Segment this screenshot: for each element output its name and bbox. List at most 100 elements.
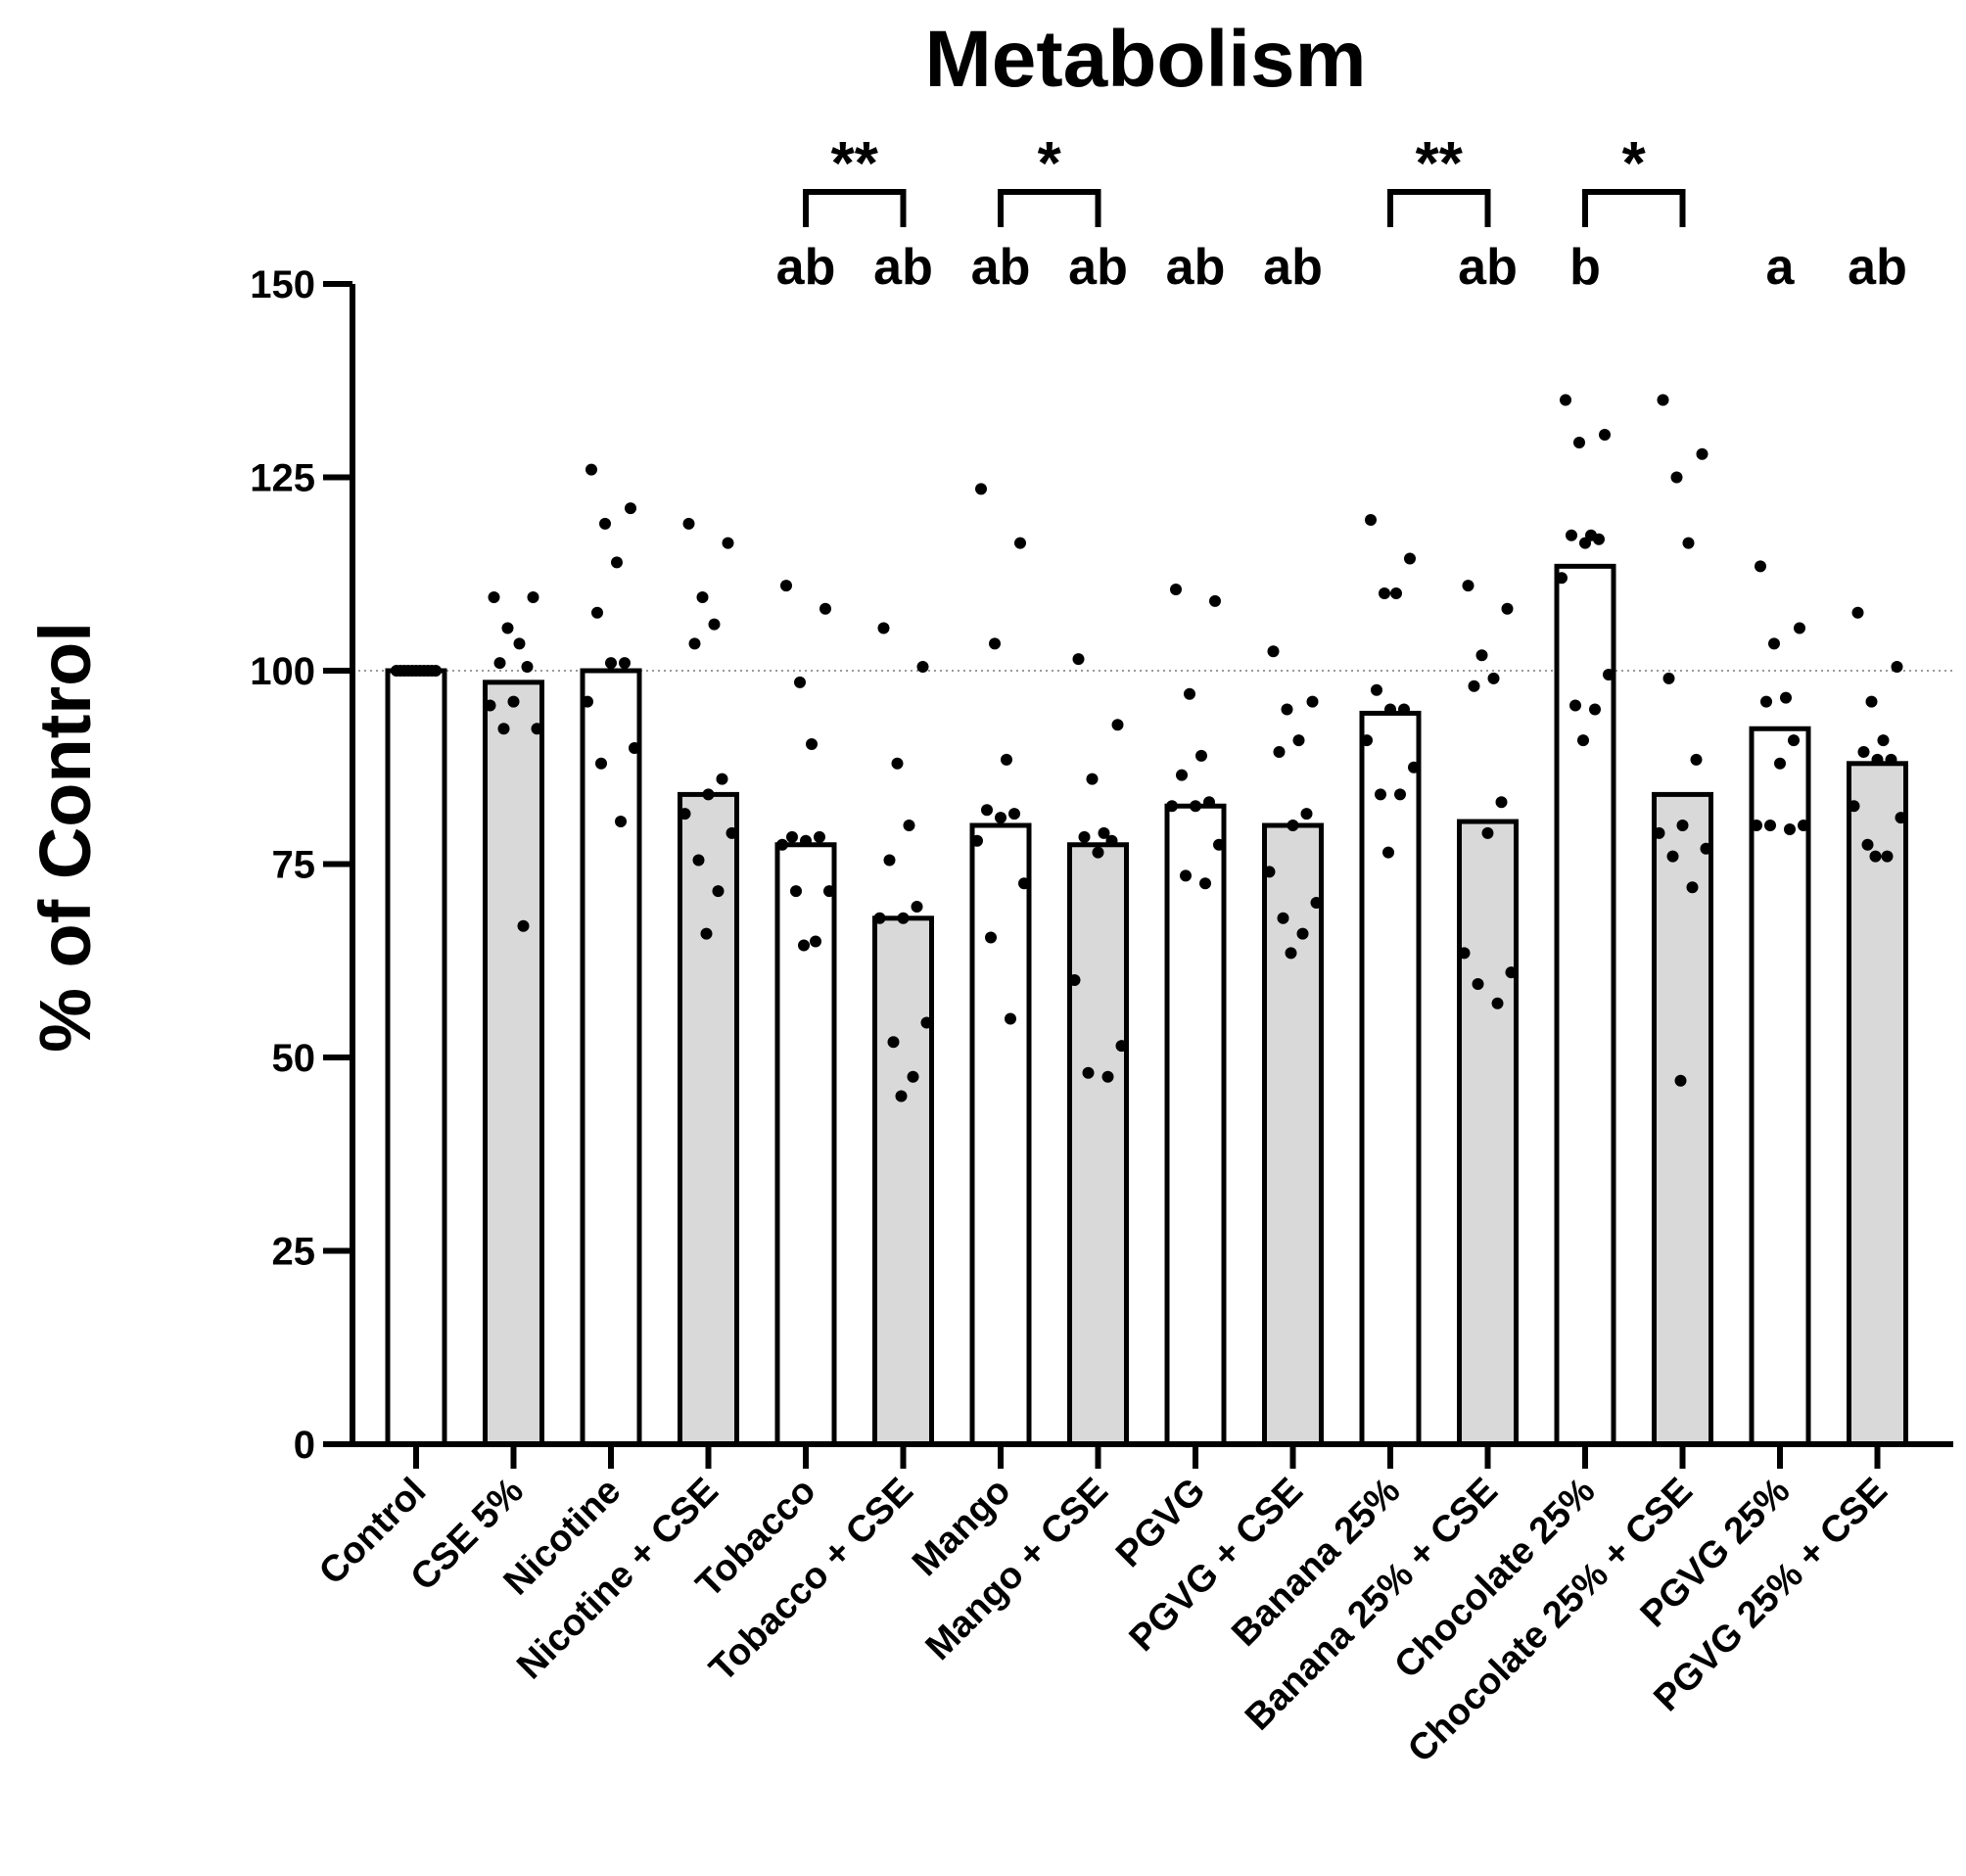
data-point bbox=[1082, 1066, 1095, 1079]
bar-4 bbox=[678, 791, 739, 1447]
data-point bbox=[1603, 668, 1615, 680]
y-tick-label: 100 bbox=[250, 650, 315, 693]
data-point bbox=[688, 637, 701, 650]
data-point bbox=[605, 657, 617, 670]
data-point bbox=[1101, 1070, 1114, 1083]
data-point bbox=[1092, 846, 1104, 859]
data-point bbox=[1891, 661, 1903, 674]
data-point bbox=[1115, 1040, 1128, 1053]
data-point bbox=[1263, 866, 1276, 878]
data-point bbox=[702, 788, 715, 801]
y-tick-label: 75 bbox=[272, 844, 316, 887]
data-point bbox=[722, 537, 734, 549]
data-point bbox=[800, 834, 812, 847]
data-point bbox=[814, 830, 825, 843]
data-point bbox=[1666, 850, 1679, 863]
data-point bbox=[1014, 537, 1026, 549]
data-point bbox=[1505, 966, 1518, 979]
data-point bbox=[1195, 749, 1207, 762]
data-point bbox=[1203, 796, 1215, 809]
data-point bbox=[971, 834, 983, 847]
y-tick-label: 150 bbox=[250, 263, 315, 306]
data-point bbox=[1111, 719, 1124, 731]
x-tick-label: Banana 25% bbox=[1224, 1471, 1408, 1655]
data-point bbox=[1495, 796, 1508, 809]
data-point bbox=[682, 517, 695, 530]
bar-14 bbox=[1652, 791, 1713, 1447]
y-axis-label: % of Control bbox=[24, 622, 106, 1053]
data-point bbox=[883, 854, 896, 867]
data-point bbox=[1848, 800, 1860, 813]
bar-8 bbox=[1067, 842, 1129, 1447]
data-point bbox=[1394, 788, 1406, 801]
bar-10 bbox=[1262, 822, 1324, 1447]
data-point bbox=[527, 590, 539, 603]
data-point bbox=[891, 757, 904, 770]
data-point bbox=[1774, 757, 1786, 770]
data-point bbox=[989, 637, 1001, 650]
data-point bbox=[1180, 869, 1192, 882]
data-point bbox=[1277, 912, 1289, 924]
data-point bbox=[1170, 584, 1182, 596]
data-point bbox=[1371, 683, 1382, 696]
data-point bbox=[1755, 560, 1766, 573]
data-point bbox=[786, 830, 798, 843]
group-letter: ab bbox=[776, 239, 836, 296]
data-point bbox=[873, 912, 886, 924]
data-point bbox=[1751, 820, 1762, 831]
chart-title: Metabolism bbox=[924, 15, 1366, 104]
data-point bbox=[1404, 552, 1416, 565]
data-point bbox=[1895, 812, 1907, 824]
bars-layer bbox=[385, 563, 1908, 1447]
data-point bbox=[615, 816, 627, 828]
bar-1 bbox=[385, 668, 447, 1447]
data-point bbox=[1408, 761, 1420, 774]
data-point bbox=[712, 885, 725, 898]
data-point bbox=[1361, 734, 1373, 747]
data-point bbox=[1273, 745, 1286, 758]
data-point bbox=[1768, 637, 1780, 650]
bar-6 bbox=[872, 915, 934, 1447]
bar-16 bbox=[1847, 761, 1908, 1447]
significance-bracket bbox=[803, 189, 907, 227]
y-tick-label: 25 bbox=[272, 1231, 316, 1274]
data-point bbox=[1865, 695, 1878, 708]
data-point bbox=[611, 556, 623, 569]
data-point bbox=[1885, 753, 1897, 766]
data-point bbox=[1700, 842, 1712, 855]
data-point bbox=[1566, 529, 1577, 541]
data-point bbox=[975, 483, 987, 495]
data-point bbox=[1072, 653, 1085, 666]
data-point bbox=[798, 939, 810, 952]
bar-13 bbox=[1554, 563, 1616, 1447]
data-point bbox=[1176, 769, 1188, 781]
data-point bbox=[591, 606, 603, 619]
data-point bbox=[1468, 680, 1480, 692]
data-point bbox=[1481, 826, 1494, 839]
data-point bbox=[1001, 753, 1012, 766]
bar-7 bbox=[969, 822, 1032, 1447]
data-point bbox=[1472, 977, 1484, 990]
data-point bbox=[1310, 897, 1323, 909]
data-point bbox=[1184, 687, 1195, 700]
data-point bbox=[916, 661, 929, 674]
data-point bbox=[497, 723, 510, 735]
data-point bbox=[1686, 881, 1699, 894]
y-tick-label: 0 bbox=[294, 1424, 315, 1467]
data-point bbox=[1670, 471, 1683, 484]
bar-2 bbox=[483, 680, 544, 1447]
data-point bbox=[1365, 513, 1377, 526]
data-point bbox=[780, 580, 792, 592]
data-point bbox=[1098, 826, 1110, 839]
data-point bbox=[920, 1016, 933, 1029]
data-point bbox=[995, 812, 1006, 824]
points-layer bbox=[391, 394, 1907, 1102]
data-point bbox=[1382, 846, 1394, 859]
data-point bbox=[1877, 734, 1890, 747]
x-tick-label: PGVG + CSE bbox=[1122, 1471, 1311, 1660]
data-point bbox=[700, 927, 713, 940]
data-point bbox=[1798, 820, 1809, 831]
data-point bbox=[1794, 622, 1805, 634]
data-point bbox=[595, 757, 607, 770]
data-point bbox=[1292, 734, 1305, 747]
